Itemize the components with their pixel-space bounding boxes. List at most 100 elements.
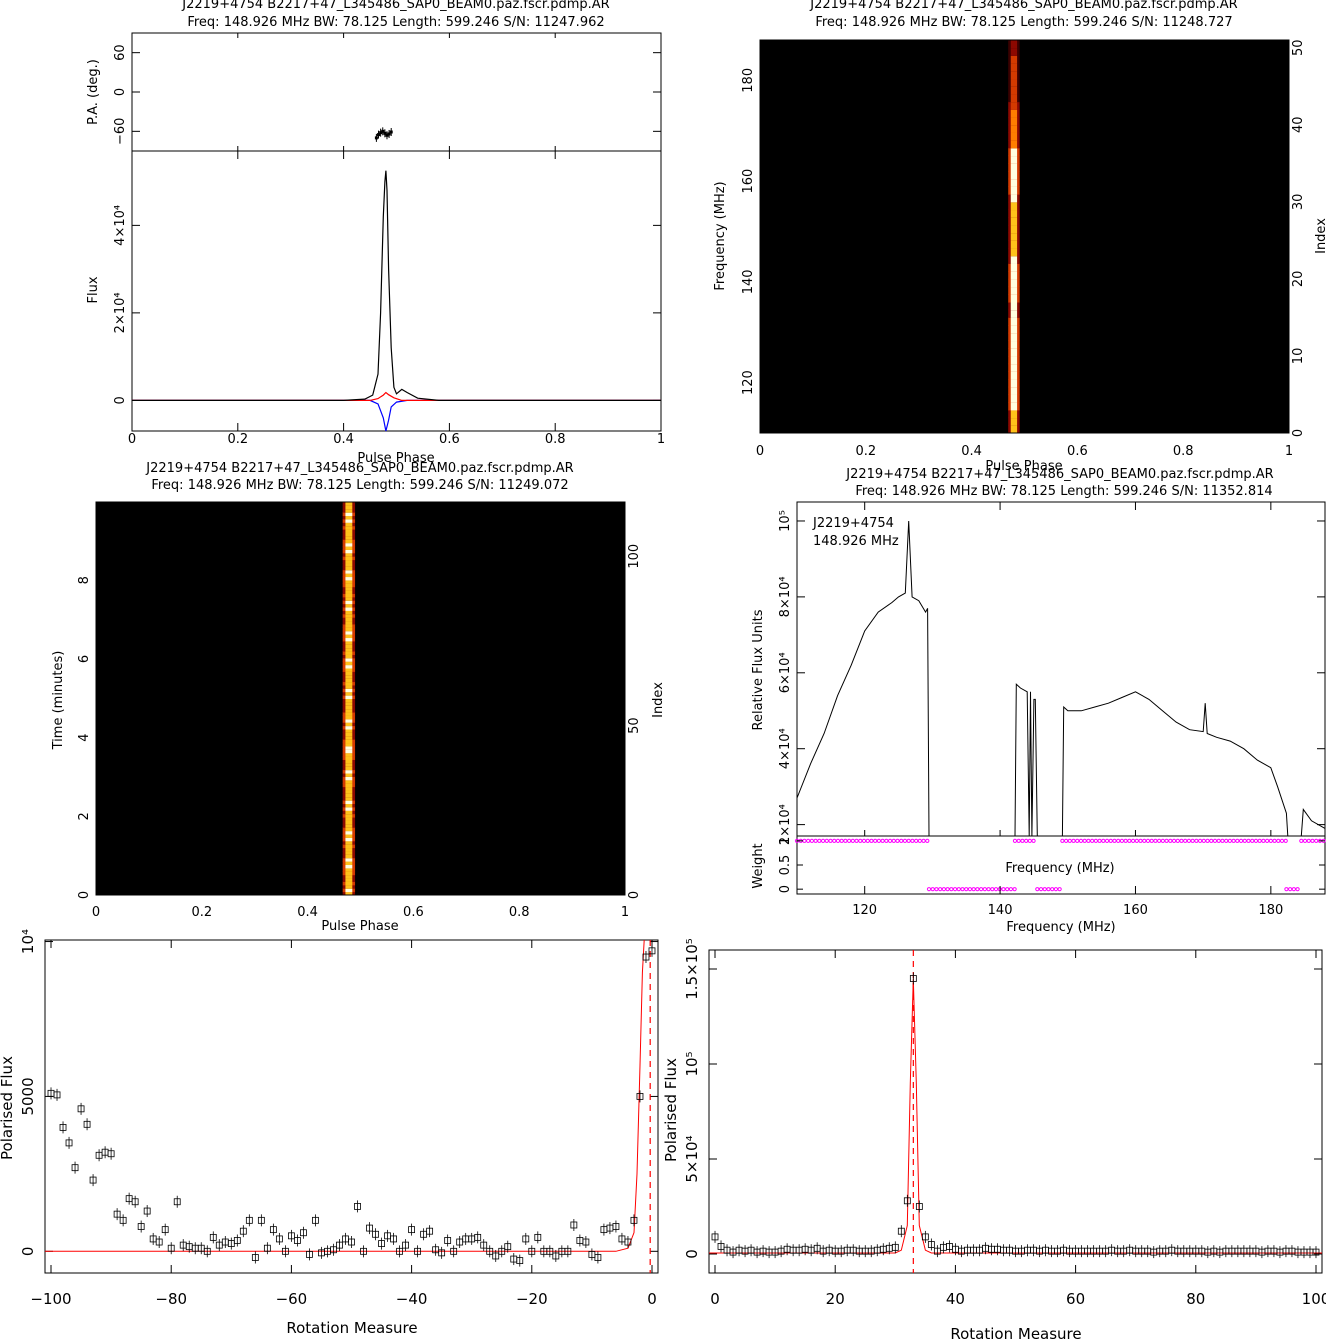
heat-row-core (345, 647, 353, 652)
profile-title: J2219+4754 B2217+47_L345486_SAP0_BEAM0.p… (181, 0, 609, 12)
heat-row-core (1010, 178, 1018, 187)
y-tick-label: 4 (77, 734, 92, 742)
time-phase-frame (95, 501, 626, 896)
heat-row-core (1010, 394, 1018, 403)
bandpass-lines (796, 520, 1326, 837)
x-tick-label: 0.2 (855, 444, 876, 459)
freq-phase-image (760, 40, 1289, 433)
heat-row-core (1010, 209, 1018, 218)
heat-row-core (1010, 47, 1018, 56)
rm-point (275, 1235, 283, 1243)
weight-marker (1265, 838, 1270, 843)
weight-marker (802, 838, 807, 843)
rm-point (402, 1241, 409, 1249)
heat-row-core (345, 542, 353, 547)
heat-row-core (1010, 124, 1018, 133)
rm-positive-frame (708, 949, 1323, 1274)
weight-marker (1284, 887, 1289, 892)
profile-panel: J2219+4754 B2217+47_L345486_SAP0_BEAM0.p… (86, 0, 665, 466)
rm-point (612, 1223, 620, 1230)
weight-marker (1153, 838, 1158, 843)
heat-row-core (345, 603, 353, 608)
flux-axes-frame (131, 150, 662, 432)
x-tick-label: 0.6 (1067, 444, 1088, 459)
y2-tick-label: 10 (1291, 348, 1306, 365)
rm-point (528, 1247, 536, 1255)
heat-row-core (345, 715, 353, 720)
weight-marker (945, 887, 950, 892)
x-tick-label: 0 (756, 444, 764, 459)
heat-row-core (1010, 332, 1018, 342)
rm-point (107, 1150, 115, 1158)
x-tick-label: 180 (1258, 903, 1283, 918)
weight-marker (1078, 838, 1084, 843)
y-tick-label: 8×10⁴ (778, 576, 793, 617)
heat-row-core (1010, 348, 1018, 357)
heat-row-core (1010, 386, 1018, 395)
rm-positive-y-axis-label: Polarised Flux (662, 1058, 680, 1162)
heat-row-core (345, 664, 353, 669)
flux-y-ticks: 0 2×10⁴ 4×10⁴ (113, 205, 661, 405)
bandpass-annotation-freq: 148.926 MHz (813, 534, 899, 549)
heat-row-core (1010, 409, 1018, 419)
rm-point (546, 1247, 554, 1255)
weight-marker (1246, 838, 1251, 843)
rm-point (636, 1093, 644, 1100)
weight-marker (1067, 838, 1072, 843)
weight-marker (971, 887, 976, 892)
weight-marker (1005, 887, 1010, 892)
weight-marker (1123, 838, 1128, 843)
weight-marker (1242, 838, 1247, 843)
heat-row-core (1010, 63, 1018, 72)
heat-row-core (1010, 224, 1018, 234)
weight-marker (990, 887, 995, 892)
weight-marker (1205, 838, 1210, 843)
heat-row-core (345, 766, 353, 771)
heat-row-core (1010, 132, 1018, 141)
freq-phase-y-axis-label: Frequency (MHz) (713, 181, 728, 290)
weight-marker (982, 887, 987, 892)
heat-row-core (345, 573, 353, 578)
rm-point (390, 1235, 397, 1243)
rm-point (582, 1238, 590, 1246)
bandpass-y-axis-label: Relative Flux Units (751, 609, 766, 730)
rm-point (927, 1241, 935, 1248)
weight-marker (891, 838, 896, 843)
rm-point (83, 1120, 91, 1128)
heat-row-core (345, 535, 353, 540)
heat-row-core (1010, 278, 1018, 288)
weight-marker (1057, 887, 1062, 892)
heat-row-core (345, 583, 353, 588)
rm-point (498, 1247, 506, 1255)
rm-point (233, 1237, 241, 1244)
heat-row-core (1010, 55, 1018, 64)
heat-row-core (345, 539, 353, 544)
weight-marker (1310, 838, 1315, 843)
rm-point (564, 1247, 572, 1255)
freq-phase-frame (759, 39, 1290, 434)
heat-row-core (345, 610, 353, 615)
weight-marker (1268, 838, 1273, 843)
rm-point (251, 1254, 259, 1261)
heat-row-core (1010, 147, 1018, 157)
heat-row-core (345, 810, 353, 815)
weight-marker (1220, 838, 1225, 843)
heat-row-core (1010, 194, 1018, 203)
weight-y-axis-label: Weight (751, 843, 766, 888)
heat-row-core (345, 749, 353, 754)
heat-row-core (345, 728, 353, 733)
rm-point (414, 1247, 422, 1255)
heat-row-core (345, 651, 353, 655)
heat-row-core (1010, 171, 1018, 180)
y2-tick-label: 40 (1291, 116, 1306, 133)
y-tick-label: 5×10⁴ (683, 1135, 701, 1182)
weight-marker (960, 887, 965, 892)
rm-point (330, 1246, 337, 1254)
profile-x-axis-label: Pulse Phase (357, 451, 434, 466)
heat-row-core (345, 796, 353, 801)
weight-marker (917, 838, 922, 843)
heat-row-core (1010, 93, 1018, 103)
x-tick-label: 1 (621, 905, 629, 920)
heat-row-core (345, 779, 353, 784)
weight-marker (843, 838, 848, 843)
